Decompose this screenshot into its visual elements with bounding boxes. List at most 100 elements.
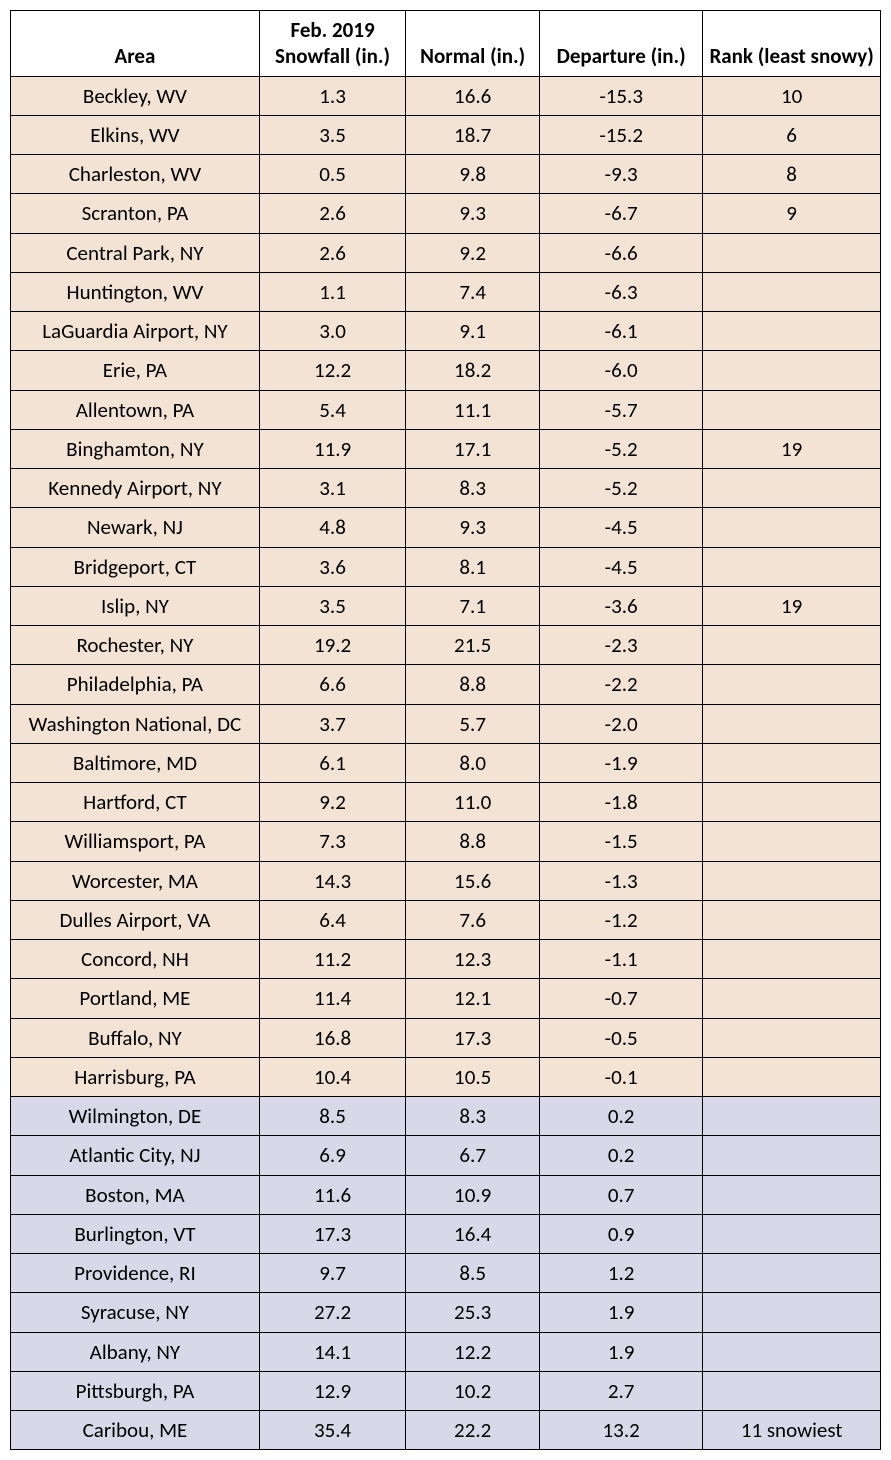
cell-rank <box>703 1097 881 1136</box>
cell-normal: 11.0 <box>406 783 540 822</box>
cell-departure: -5.2 <box>540 429 703 468</box>
cell-normal: 8.5 <box>406 1254 540 1293</box>
cell-normal: 9.3 <box>406 194 540 233</box>
table-row: Charleston, WV0.59.8-9.38 <box>11 155 881 194</box>
cell-rank: 19 <box>703 429 881 468</box>
cell-area: Charleston, WV <box>11 155 260 194</box>
cell-departure: 13.2 <box>540 1411 703 1450</box>
cell-departure: -1.5 <box>540 822 703 861</box>
cell-snowfall: 11.6 <box>259 1175 405 1214</box>
cell-departure: -4.5 <box>540 508 703 547</box>
cell-departure: -15.2 <box>540 115 703 154</box>
cell-departure: -5.2 <box>540 469 703 508</box>
cell-normal: 9.3 <box>406 508 540 547</box>
cell-normal: 22.2 <box>406 1411 540 1450</box>
table-body: Beckley, WV1.316.6-15.310Elkins, WV3.518… <box>11 76 881 1450</box>
cell-departure: -1.1 <box>540 940 703 979</box>
cell-departure: 1.9 <box>540 1332 703 1371</box>
cell-rank <box>703 390 881 429</box>
cell-normal: 7.4 <box>406 272 540 311</box>
cell-departure: 0.9 <box>540 1214 703 1253</box>
cell-snowfall: 0.5 <box>259 155 405 194</box>
cell-departure: 1.2 <box>540 1254 703 1293</box>
cell-snowfall: 4.8 <box>259 508 405 547</box>
cell-rank <box>703 1371 881 1410</box>
cell-normal: 7.1 <box>406 586 540 625</box>
cell-rank <box>703 783 881 822</box>
cell-departure: -9.3 <box>540 155 703 194</box>
cell-area: Providence, RI <box>11 1254 260 1293</box>
cell-area: Burlington, VT <box>11 1214 260 1253</box>
table-row: Central Park, NY2.69.2-6.6 <box>11 233 881 272</box>
cell-snowfall: 3.5 <box>259 115 405 154</box>
cell-area: Syracuse, NY <box>11 1293 260 1332</box>
cell-departure: -1.8 <box>540 783 703 822</box>
col-header-area: Area <box>11 11 260 77</box>
snowfall-table: Area Feb. 2019 Snowfall (in.) Normal (in… <box>10 10 881 1450</box>
cell-rank <box>703 1293 881 1332</box>
cell-snowfall: 16.8 <box>259 1018 405 1057</box>
cell-rank <box>703 469 881 508</box>
cell-departure: -6.0 <box>540 351 703 390</box>
cell-rank <box>703 1057 881 1096</box>
cell-area: Scranton, PA <box>11 194 260 233</box>
cell-rank: 10 <box>703 76 881 115</box>
cell-snowfall: 9.7 <box>259 1254 405 1293</box>
cell-area: Washington National, DC <box>11 704 260 743</box>
cell-snowfall: 3.0 <box>259 312 405 351</box>
cell-area: Baltimore, MD <box>11 743 260 782</box>
table-row: Washington National, DC3.75.7-2.0 <box>11 704 881 743</box>
cell-snowfall: 9.2 <box>259 783 405 822</box>
cell-normal: 7.6 <box>406 900 540 939</box>
cell-normal: 17.3 <box>406 1018 540 1057</box>
cell-rank <box>703 940 881 979</box>
cell-area: Pittsburgh, PA <box>11 1371 260 1410</box>
cell-area: Allentown, PA <box>11 390 260 429</box>
cell-departure: -1.9 <box>540 743 703 782</box>
cell-normal: 25.3 <box>406 1293 540 1332</box>
cell-normal: 8.0 <box>406 743 540 782</box>
cell-departure: 2.7 <box>540 1371 703 1410</box>
cell-snowfall: 12.9 <box>259 1371 405 1410</box>
cell-normal: 15.6 <box>406 861 540 900</box>
table-row: Providence, RI9.78.51.2 <box>11 1254 881 1293</box>
table-row: Worcester, MA14.315.6-1.3 <box>11 861 881 900</box>
cell-area: Bridgeport, CT <box>11 547 260 586</box>
cell-rank <box>703 508 881 547</box>
cell-snowfall: 12.2 <box>259 351 405 390</box>
cell-normal: 12.2 <box>406 1332 540 1371</box>
cell-rank <box>703 1254 881 1293</box>
cell-normal: 8.8 <box>406 665 540 704</box>
cell-area: Erie, PA <box>11 351 260 390</box>
cell-area: Islip, NY <box>11 586 260 625</box>
table-row: Erie, PA12.218.2-6.0 <box>11 351 881 390</box>
cell-departure: -0.7 <box>540 979 703 1018</box>
cell-area: Boston, MA <box>11 1175 260 1214</box>
col-header-normal: Normal (in.) <box>406 11 540 77</box>
cell-departure: -6.1 <box>540 312 703 351</box>
cell-snowfall: 3.5 <box>259 586 405 625</box>
cell-snowfall: 14.1 <box>259 1332 405 1371</box>
cell-snowfall: 5.4 <box>259 390 405 429</box>
col-header-snowfall: Feb. 2019 Snowfall (in.) <box>259 11 405 77</box>
table-row: Pittsburgh, PA12.910.22.7 <box>11 1371 881 1410</box>
cell-departure: -4.5 <box>540 547 703 586</box>
cell-area: LaGuardia Airport, NY <box>11 312 260 351</box>
cell-rank: 11 snowiest <box>703 1411 881 1450</box>
cell-rank <box>703 272 881 311</box>
cell-snowfall: 3.6 <box>259 547 405 586</box>
cell-rank: 9 <box>703 194 881 233</box>
table-row: Buffalo, NY16.817.3-0.5 <box>11 1018 881 1057</box>
page: Area Feb. 2019 Snowfall (in.) Normal (in… <box>0 0 891 1460</box>
table-row: Allentown, PA5.411.1-5.7 <box>11 390 881 429</box>
table-row: Rochester, NY19.221.5-2.3 <box>11 626 881 665</box>
cell-normal: 12.3 <box>406 940 540 979</box>
cell-rank: 8 <box>703 155 881 194</box>
cell-departure: -3.6 <box>540 586 703 625</box>
cell-rank <box>703 665 881 704</box>
cell-area: Harrisburg, PA <box>11 1057 260 1096</box>
cell-rank <box>703 312 881 351</box>
table-row: Atlantic City, NJ6.96.70.2 <box>11 1136 881 1175</box>
table-row: Syracuse, NY27.225.31.9 <box>11 1293 881 1332</box>
table-row: Boston, MA11.610.90.7 <box>11 1175 881 1214</box>
